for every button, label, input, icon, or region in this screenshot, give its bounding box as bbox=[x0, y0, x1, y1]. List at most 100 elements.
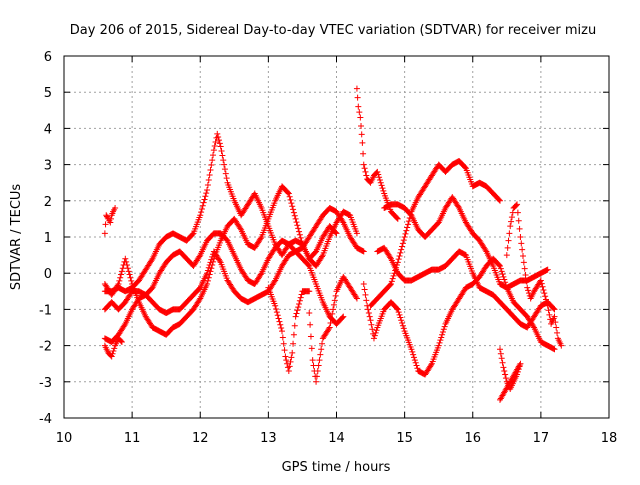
data-point bbox=[395, 256, 402, 263]
data-point bbox=[537, 277, 544, 284]
data-point bbox=[401, 234, 408, 240]
data-point bbox=[541, 290, 548, 297]
data-point bbox=[298, 291, 305, 298]
data-point bbox=[279, 328, 285, 335]
data-point bbox=[218, 148, 225, 155]
y-tick-label: -1 bbox=[39, 303, 52, 318]
data-point bbox=[237, 225, 244, 232]
data-point bbox=[296, 300, 303, 307]
data-point bbox=[355, 103, 362, 110]
data-point bbox=[196, 253, 203, 260]
data-point bbox=[551, 346, 558, 353]
data-point bbox=[291, 212, 298, 219]
data-point bbox=[404, 224, 411, 231]
data-point bbox=[219, 152, 226, 159]
data-point bbox=[288, 354, 295, 361]
data-point bbox=[360, 150, 367, 157]
data-point bbox=[202, 193, 209, 200]
data-point bbox=[353, 85, 360, 92]
data-point bbox=[508, 214, 515, 221]
data-series bbox=[306, 273, 360, 385]
data-markers bbox=[101, 85, 565, 403]
data-point bbox=[497, 262, 503, 269]
data-point bbox=[310, 362, 317, 369]
data-point bbox=[519, 246, 526, 253]
y-tick-label: -2 bbox=[39, 340, 52, 355]
data-point bbox=[290, 340, 297, 347]
x-tick-label: 17 bbox=[533, 431, 550, 446]
data-point bbox=[316, 357, 323, 364]
x-tick-label: 16 bbox=[464, 431, 481, 446]
data-point bbox=[317, 351, 324, 358]
data-point bbox=[282, 353, 289, 360]
data-point bbox=[215, 133, 222, 140]
data-point bbox=[374, 168, 381, 175]
data-point bbox=[306, 288, 313, 295]
data-point bbox=[215, 137, 222, 144]
data-point bbox=[297, 294, 304, 301]
y-tick-label: 1 bbox=[44, 231, 52, 246]
grid-lines bbox=[64, 56, 609, 418]
data-point bbox=[379, 185, 386, 192]
data-point bbox=[205, 274, 212, 281]
data-point bbox=[189, 231, 196, 238]
data-point bbox=[197, 212, 204, 219]
data-point bbox=[286, 193, 293, 200]
data-point bbox=[201, 196, 208, 203]
data-point bbox=[112, 205, 119, 212]
data-point bbox=[514, 201, 521, 208]
data-point bbox=[126, 271, 133, 278]
data-point bbox=[216, 140, 223, 147]
data-point bbox=[330, 306, 337, 313]
data-point bbox=[388, 278, 395, 285]
data-point bbox=[399, 322, 406, 329]
data-point bbox=[435, 342, 442, 349]
data-point bbox=[428, 362, 435, 369]
data-point bbox=[436, 339, 443, 346]
data-point bbox=[515, 217, 522, 224]
data-point bbox=[204, 267, 211, 274]
data-point bbox=[378, 182, 385, 189]
data-point bbox=[199, 202, 206, 209]
data-point bbox=[293, 219, 300, 226]
data-point bbox=[101, 230, 108, 237]
data-point bbox=[497, 197, 503, 204]
data-point bbox=[283, 357, 290, 364]
data-point bbox=[372, 329, 379, 336]
data-point bbox=[257, 235, 264, 242]
data-point bbox=[200, 199, 207, 206]
data-point bbox=[332, 229, 339, 236]
data-point bbox=[294, 222, 301, 229]
data-point bbox=[513, 202, 520, 209]
data-point bbox=[408, 346, 415, 353]
data-point bbox=[496, 196, 503, 203]
data-point bbox=[520, 259, 527, 266]
data-point bbox=[376, 174, 383, 181]
data-point bbox=[506, 230, 513, 237]
data-point bbox=[509, 209, 516, 216]
data-point bbox=[221, 166, 228, 173]
data-point bbox=[292, 215, 299, 222]
data-point bbox=[409, 348, 416, 355]
data-point bbox=[497, 396, 503, 403]
data-series bbox=[101, 335, 125, 360]
data-point bbox=[205, 264, 212, 271]
data-point bbox=[497, 265, 504, 272]
data-point bbox=[281, 347, 288, 354]
data-point bbox=[505, 237, 512, 244]
data-point bbox=[353, 230, 360, 237]
data-point bbox=[354, 94, 361, 101]
data-point bbox=[273, 305, 280, 312]
data-point bbox=[497, 346, 503, 353]
data-point bbox=[397, 249, 404, 256]
data-point bbox=[122, 255, 129, 262]
data-point bbox=[387, 254, 394, 261]
data-point bbox=[358, 131, 365, 138]
data-series bbox=[360, 255, 558, 378]
data-point bbox=[203, 190, 210, 197]
data-point bbox=[393, 214, 400, 221]
data-point bbox=[210, 152, 217, 159]
data-point bbox=[405, 221, 412, 228]
data-point bbox=[353, 295, 360, 302]
data-point bbox=[290, 331, 297, 338]
